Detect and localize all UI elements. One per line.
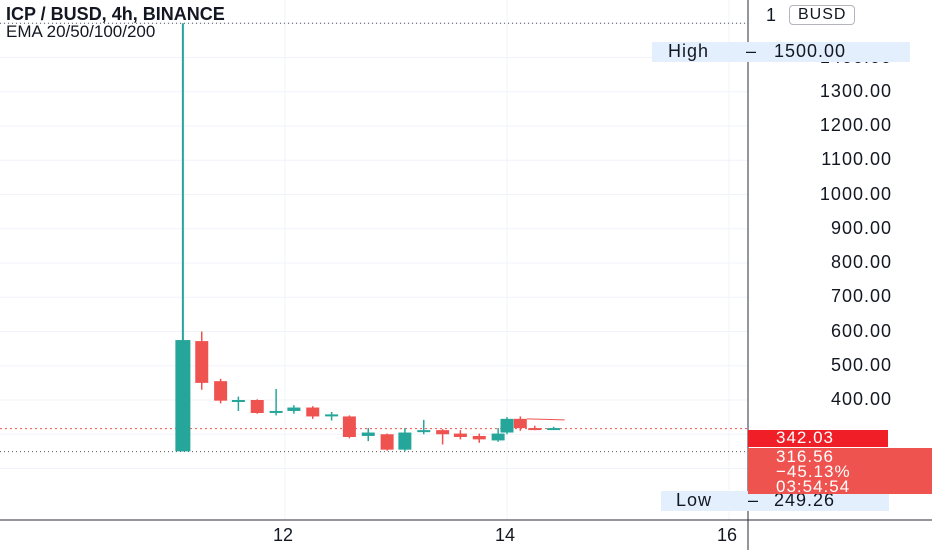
price-tick-label: 1200.00 — [819, 115, 892, 135]
price-tick-label: 800.00 — [830, 252, 892, 272]
candle-body — [342, 416, 356, 437]
ema-change-value: −45.13% — [776, 462, 851, 481]
last-price-value: 342.03 — [776, 428, 834, 447]
time-tick-label: 12 — [273, 525, 294, 545]
candle-body — [306, 407, 320, 417]
candle-body — [547, 428, 561, 431]
price-tick-label: 400.00 — [830, 389, 892, 409]
price-tick-label: 500.00 — [830, 354, 892, 375]
candle-body — [214, 381, 228, 401]
ema-price-badge — [748, 448, 932, 494]
price-tick-label: 1000.00 — [819, 183, 892, 204]
indicator-legend[interactable]: EMA 20/50/100/200 — [6, 22, 156, 41]
high-dash: – — [746, 41, 758, 61]
candle-body — [287, 407, 301, 411]
last-price-line — [526, 418, 565, 421]
candle-body — [417, 430, 431, 433]
candle-body — [472, 435, 486, 440]
candle-body — [195, 341, 209, 383]
candle-body — [361, 432, 375, 436]
candle-body — [325, 414, 339, 417]
candle-body — [528, 428, 542, 431]
price-tick-label: 1100.00 — [821, 149, 892, 170]
candle-body — [453, 433, 467, 437]
candle-body — [436, 430, 450, 435]
high-value: 1500.00 — [774, 41, 847, 61]
candle-body — [269, 410, 283, 413]
last-price-badge — [748, 430, 888, 447]
low-dash: – — [748, 490, 760, 510]
low-label: Low — [676, 490, 713, 510]
candle-body — [513, 418, 527, 429]
time-tick-label: 16 — [717, 525, 738, 545]
price-tick-label: 900.00 — [830, 217, 892, 238]
currency-button[interactable]: BUSD — [789, 5, 856, 25]
price-axis-top-label: 1 — [765, 5, 777, 25]
price-tick-label: 700.00 — [830, 286, 892, 307]
chart-title: ICP / BUSD, 4h, BINANCE — [6, 4, 225, 24]
price-tick-label: 1300.00 — [819, 80, 892, 101]
candle-body — [500, 418, 514, 433]
countdown-timer: 03:54:54 — [776, 477, 851, 496]
low-marker-bg — [661, 491, 889, 511]
high-marker-bg — [652, 42, 910, 62]
high-label: High — [668, 41, 710, 61]
candle-body — [175, 340, 191, 452]
candle-body — [398, 432, 412, 450]
time-tick-label: 14 — [495, 525, 516, 545]
candle-body — [250, 400, 264, 414]
low-value: 249.26 — [774, 490, 836, 510]
ema-price-value: 316.56 — [776, 447, 834, 466]
candle-body — [491, 433, 505, 441]
price-tick-label: 600.00 — [830, 320, 892, 341]
candle-body — [380, 434, 394, 450]
candle-body — [231, 400, 245, 402]
